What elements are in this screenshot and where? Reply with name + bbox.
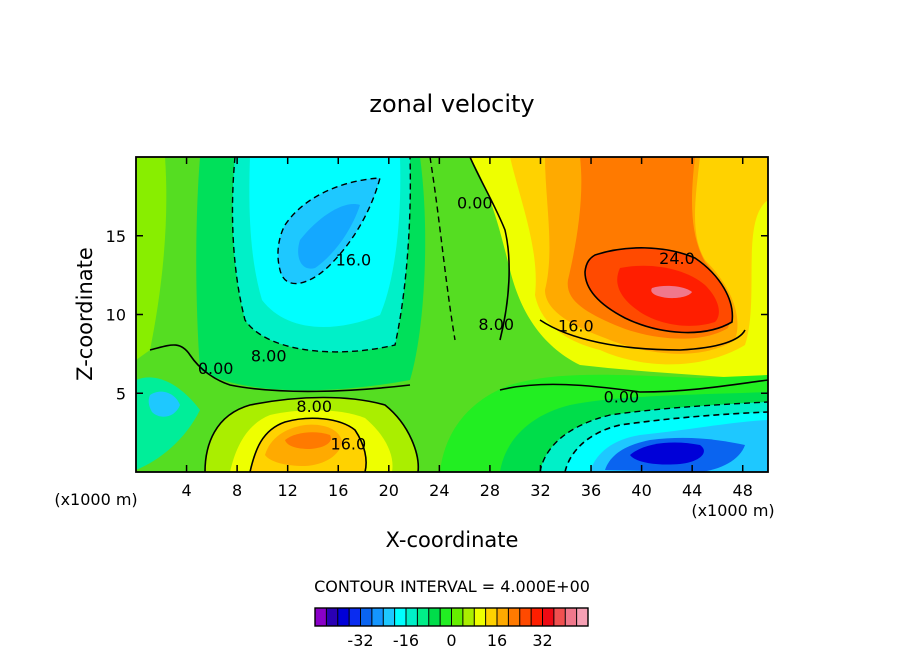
contour-zero-upper: [469, 157, 510, 341]
x-tick-label: 44: [682, 481, 702, 500]
x-tick-label: 16: [328, 481, 348, 500]
colorbar-swatch: [428, 608, 441, 626]
contour-zero-left: [149, 344, 411, 393]
contour-label: 16.0: [558, 317, 594, 336]
colorbar-frame: [314, 607, 589, 627]
contour-neg-lowright-2: [539, 401, 768, 472]
colorbar-swatch: [371, 608, 384, 626]
colorbar-swatch: [576, 608, 589, 626]
colorbar-tick-label: -32: [347, 631, 373, 650]
y-tick-label: 15: [106, 227, 126, 246]
colorbar-swatch: [485, 608, 498, 626]
colorbar-swatch: [474, 608, 486, 626]
x-tick-label: 4: [181, 481, 191, 500]
y-axis-label: Z-coordinate: [73, 247, 97, 381]
field-lowleft-darkorange: [285, 432, 331, 449]
colorbar-swatch: [462, 608, 475, 626]
colorbar-swatch: [349, 608, 361, 626]
velocity-field: [136, 157, 768, 472]
colorbar-tick-label: 16: [487, 631, 507, 650]
contour-label: 0.00: [198, 359, 234, 378]
colorbar-tick-label: 0: [446, 631, 456, 650]
chart-title: zonal velocity: [369, 90, 534, 118]
x-tick-label: 24: [429, 481, 449, 500]
contour-sixteen-mid: [277, 177, 381, 285]
colorbar-swatch: [406, 608, 418, 626]
x-unit-label-right: (x1000 m): [691, 501, 774, 520]
contour-sixteen-right: [539, 319, 746, 351]
plot-area: [136, 157, 768, 472]
x-tick-label: 40: [631, 481, 651, 500]
x-tick-label: 20: [379, 481, 399, 500]
contour-label: 16.0: [336, 250, 372, 269]
y-tick-label: 5: [116, 384, 126, 403]
contour-interval-text: CONTOUR INTERVAL = 4.000E+00: [314, 577, 590, 596]
colorbar-tick-label: 32: [532, 631, 552, 650]
contour-eight-lowleft: [204, 396, 420, 472]
x-axis-ticks: 4 8 12 16 20 24 28 32 36 40 44 48: [181, 157, 753, 500]
contour-label: 8.00: [251, 346, 287, 365]
contour-twentyfour: [584, 247, 734, 334]
colorbar-swatch: [565, 608, 577, 626]
colorbar-swatch: [326, 608, 339, 626]
x-tick-label: 36: [581, 481, 601, 500]
colorbar-swatch: [519, 608, 532, 626]
x-axis-label: X-coordinate: [386, 528, 519, 552]
contour-eight-mid: [231, 157, 412, 353]
colorbar-swatch: [394, 608, 407, 626]
contour-label: 0.00: [457, 194, 493, 213]
contour-label: 8.00: [296, 397, 332, 416]
colorbar-swatch: [553, 608, 566, 626]
colorbar-swatch: [360, 608, 373, 626]
x-tick-label: 28: [480, 481, 500, 500]
contour-label: 24.0: [659, 249, 695, 268]
contour-lines-dashed: [231, 157, 768, 472]
field-right-pink: [651, 285, 692, 299]
colorbar-tick-label: -16: [393, 631, 419, 650]
x-tick-label: 8: [232, 481, 242, 500]
colorbar-swatch: [315, 608, 327, 626]
field-mid-deepblue: [298, 204, 360, 269]
colorbar: -32 -16 0 16 32: [314, 607, 589, 650]
x-tick-label: 32: [530, 481, 550, 500]
contour-sixteen-lowleft: [249, 417, 367, 472]
contour-label: 16.0: [331, 435, 367, 454]
field-left-yellowgreen: [136, 157, 167, 360]
field-left-lightblue-pocket: [148, 391, 180, 417]
colorbar-swatch: [440, 608, 452, 626]
contour-label: 8.00: [478, 315, 514, 334]
contour-label-layer: 0.00 16.0 24.0 16.0 8.00 8.00 0.00 8.00 0.00 16.0: [198, 194, 695, 454]
contour-neg-lowright: [564, 411, 768, 472]
x-tick-label: 48: [733, 481, 753, 500]
colorbar-swatch: [337, 608, 350, 626]
colorbar-swatch: [451, 608, 464, 626]
y-axis-ticks: 5 10 15: [106, 227, 768, 403]
contour-eight-mid-inner: [429, 157, 456, 341]
colorbar-swatch: [383, 608, 395, 626]
colorbar-swatch: [417, 608, 430, 626]
colorbar-swatch: [497, 608, 509, 626]
contour-label: 0.00: [604, 387, 640, 406]
y-tick-label: 10: [106, 306, 126, 325]
colorbar-swatch: [508, 608, 521, 626]
x-tick-label: 12: [278, 481, 298, 500]
colorbar-swatch: [531, 608, 543, 626]
contour-lines: [149, 157, 768, 472]
contour-zero-right: [499, 379, 768, 393]
field-lowright-darkblue: [630, 442, 704, 465]
x-unit-label-left: (x1000 m): [54, 490, 137, 509]
colorbar-swatch: [542, 608, 555, 626]
